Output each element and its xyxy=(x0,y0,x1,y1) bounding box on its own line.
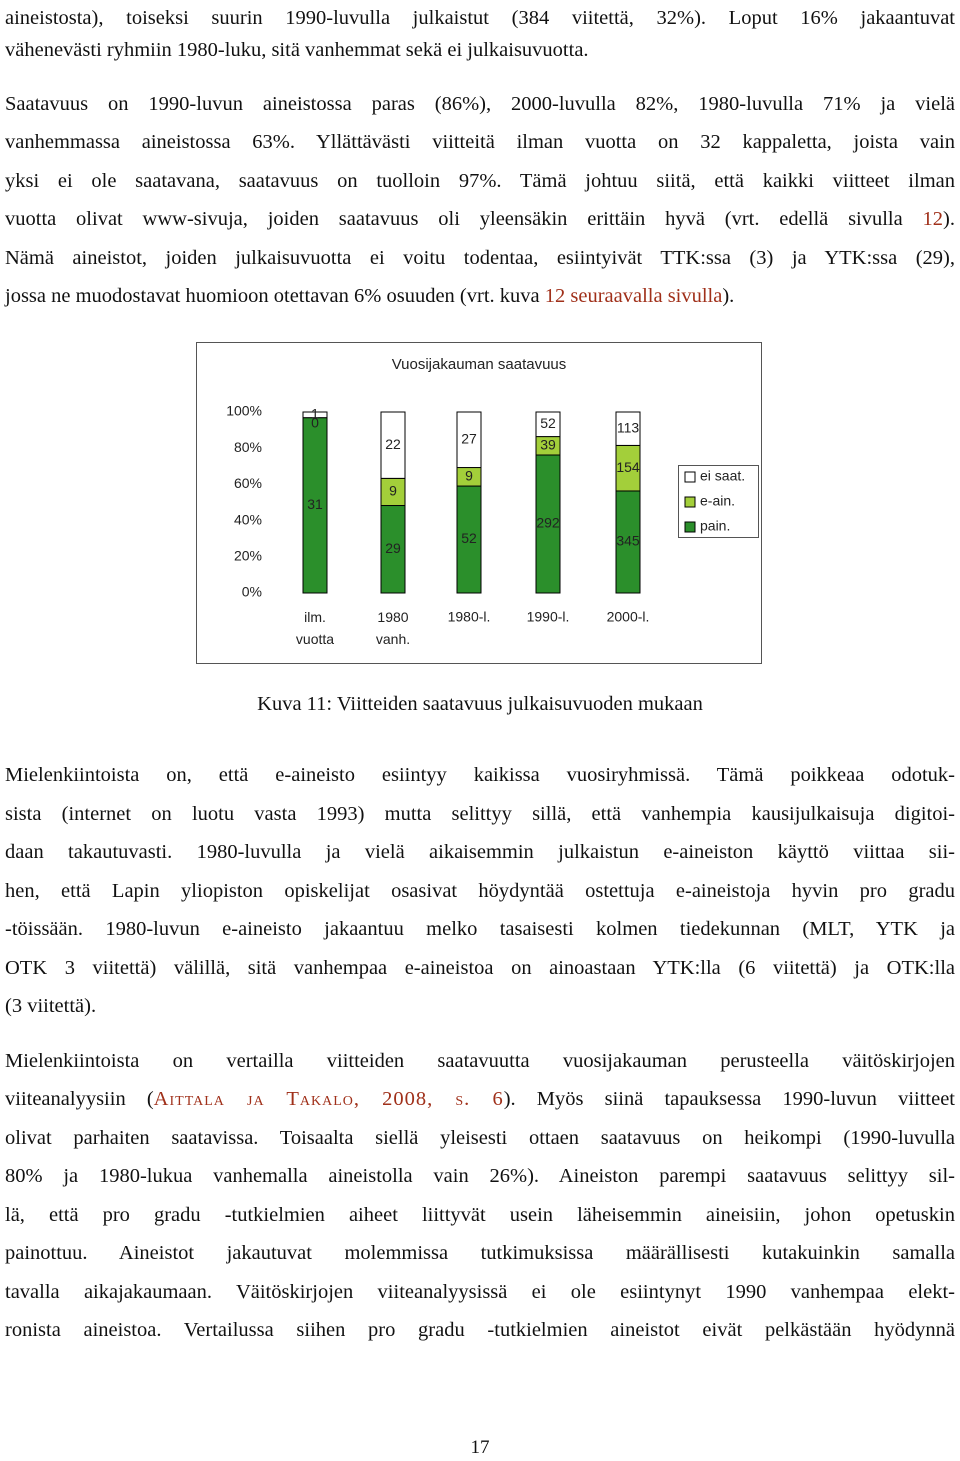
text-line: yksi ei ole saatavana, saatavuus on tuol… xyxy=(5,170,955,192)
text-segment: ). Myös siinä tapauksessa 1990-luvun vii… xyxy=(503,1088,955,1110)
x-tick-label: 1980-l. xyxy=(448,609,491,625)
legend-label: ei saat. xyxy=(700,468,745,484)
text-line: sista (internet on luotu vasta 1993) mut… xyxy=(5,803,955,825)
bar-segment xyxy=(380,505,406,594)
text-line: painottuu. Aineistot jakautuvat molemmis… xyxy=(5,1242,955,1264)
bar-segment xyxy=(302,417,328,594)
text-line: Saatavuus on 1990-luvun aineistossa para… xyxy=(5,93,955,115)
text-line: Mielenkiintoista on, että e-aineisto esi… xyxy=(5,764,955,786)
link[interactable]: 12 seuraavalla sivulla xyxy=(544,285,723,307)
data-label: 22 xyxy=(385,436,401,452)
text-line: aineistosta), toiseksi suurin 1990-luvul… xyxy=(5,7,955,29)
y-tick-label: 80% xyxy=(234,439,262,455)
data-label: 9 xyxy=(389,483,397,499)
data-label: 345 xyxy=(616,533,640,549)
bar-segment xyxy=(380,411,406,479)
x-tick-label: 1990-l. xyxy=(527,609,570,625)
legend-label: pain. xyxy=(700,518,730,534)
text-segment: ). xyxy=(943,208,955,230)
bar-segment xyxy=(535,454,561,594)
legend-swatch xyxy=(684,496,696,508)
y-tick-label: 100% xyxy=(226,403,262,419)
data-label: 1 xyxy=(311,406,319,422)
data-label: 154 xyxy=(616,459,640,475)
data-label: 39 xyxy=(540,436,556,452)
text-segment: ). xyxy=(722,285,735,307)
text-line: (3 viitettä). xyxy=(5,995,97,1017)
x-tick-label: 2000-l. xyxy=(607,609,650,625)
text-line: tavalla aikajakaumaan. Väitöskirjojen vi… xyxy=(5,1281,955,1303)
legend-swatch xyxy=(684,521,696,533)
text-line: olivat parhaiten saatavissa. Toisaalta s… xyxy=(5,1127,955,1149)
link[interactable]: 12 xyxy=(922,208,944,230)
text-line: jossa ne muodostavat huomioon otettavan … xyxy=(5,284,955,308)
text-line: vanhemmassa aineistossa 63%. Yllättäväst… xyxy=(5,131,955,153)
text-line: viiteanalyysiin (Aittala ja Takalo, 2008… xyxy=(5,1087,955,1111)
text-line: 80% ja 1980-lukua vanhemalla aineistolla… xyxy=(5,1165,955,1187)
data-label: 27 xyxy=(461,430,477,446)
text-line: Mielenkiintoista on vertailla viitteiden… xyxy=(5,1050,955,1072)
chart: Vuosijakauman saatavuus 0% 20% 40% 60% 80% 10… xyxy=(196,342,762,664)
text-line: OTK 3 viitettä) välillä, sitä vanhempaa … xyxy=(5,957,955,979)
text-line: hen, että Lapin yliopiston opiskelijat o… xyxy=(5,880,955,902)
data-label: 31 xyxy=(307,496,323,512)
figure-caption: Kuva 11: Viitteiden saatavuus julkaisuvu… xyxy=(257,693,703,715)
legend-swatch xyxy=(684,471,696,483)
x-tick-label: ilm. vuotta xyxy=(296,609,334,647)
data-label: 29 xyxy=(385,540,401,556)
y-tick-label: 40% xyxy=(234,511,262,527)
text-line: vuotta olivat www-sivuja, joiden saatavu… xyxy=(5,207,955,231)
bar-segment xyxy=(615,490,641,594)
bar-segment xyxy=(380,477,406,507)
bar-segment xyxy=(302,411,328,419)
page-number: 17 xyxy=(470,1437,490,1458)
text-line: Nämä aineistot, joiden julkaisuvuotta ei… xyxy=(5,247,955,269)
y-tick-label: 20% xyxy=(234,548,262,564)
chart-title: Vuosijakauman saatavuus xyxy=(392,356,567,373)
data-label: 292 xyxy=(536,515,560,531)
text-segment: viiteanalyysiin ( xyxy=(5,1088,154,1110)
y-tick-label: 0% xyxy=(242,584,262,600)
text-line: lä, että pro gradu -tutkielmien aiheet l… xyxy=(5,1204,955,1226)
text-line: -töissään. 1980-luvun e-aineisto jakaant… xyxy=(5,918,955,940)
text-segment: jossa ne muodostavat huomioon otettavan … xyxy=(5,285,545,307)
data-label: 52 xyxy=(540,415,556,431)
legend-label: e-ain. xyxy=(700,493,735,509)
data-label: 113 xyxy=(617,419,640,435)
data-label: 0 xyxy=(311,414,319,430)
bar-segment xyxy=(615,411,641,446)
y-tick-label: 60% xyxy=(234,475,262,491)
bar-segment xyxy=(456,411,482,469)
x-tick-label: 1980 vanh. xyxy=(376,609,410,647)
data-label: 52 xyxy=(461,530,477,546)
text-line: daan takautuvasti. 1980-luvulla ja vielä… xyxy=(5,841,955,863)
text-segment: vuotta olivat www-sivuja, joiden saatavu… xyxy=(5,208,923,230)
bar-segment xyxy=(535,411,561,438)
link[interactable]: Aittala ja Takalo, 2008, s. 6 xyxy=(153,1088,504,1110)
data-label: 9 xyxy=(465,467,473,483)
text-line: ronista aineistoa. Vertailussa siihen pr… xyxy=(5,1319,955,1341)
text-line: vähenevästi ryhmiin 1980-luku, sitä vanh… xyxy=(5,39,589,61)
